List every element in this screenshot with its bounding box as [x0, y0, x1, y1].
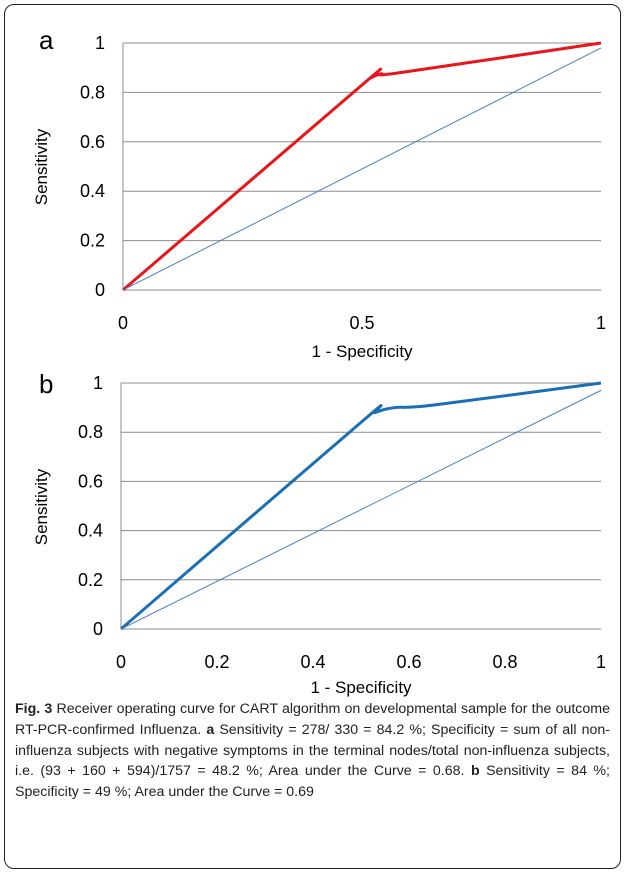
reference-line-a: [122, 47, 602, 291]
x-tick-label-a-0: 0: [118, 313, 128, 333]
y-tick-label-b-3: 0.6: [78, 471, 103, 491]
x-tick-label-b-1: 0.2: [204, 652, 229, 672]
y-tick-label-b-1: 0.2: [78, 570, 103, 590]
y-tick-label-b-0: 0: [93, 619, 103, 639]
caption-a-text: Sensitivity = 278/ 330 = 84.2 %; Specifi…: [15, 721, 610, 780]
figure-caption: Fig. 3 Receiver operating curve for CART…: [15, 699, 610, 803]
x-axis-title-b: 1 - Specificity: [310, 678, 412, 697]
x-tick-label-b-4: 0.8: [492, 652, 517, 672]
x-tick-label-b-2: 0.4: [300, 652, 325, 672]
caption-a-label: a: [206, 721, 215, 738]
x-tick-label-b-3: 0.6: [396, 652, 421, 672]
x-tick-label-a-2: 1: [596, 313, 606, 333]
roc-curve-b: [120, 381, 602, 631]
x-tick-label-b-5: 1: [596, 652, 606, 672]
figure: a 0 0.2 0.4 0.6 0.8 1 0 0.5 1 1 - Specificity Sens…: [4, 4, 621, 869]
roc-chart-b: 0 0.2 0.4 0.6 0.8 1 0 0.2 0.4 0.6 0.8 1 1 - Specific…: [32, 373, 606, 697]
y-tick-label-b-4: 0.8: [78, 422, 103, 442]
roc-chart-a: 0 0.2 0.4 0.6 0.8 1 0 0.5 1 1 - Specificity Sensit…: [32, 33, 606, 361]
y-tick-label-a-1: 0.2: [80, 231, 105, 251]
y-tick-label-a-4: 0.8: [80, 82, 105, 102]
y-tick-label-a-3: 0.6: [80, 132, 105, 152]
panel-b: b 0 0.2 0.4 0.6 0.8 1 0 0.2 0.4 0.6 0.8 1 1 - Specif…: [5, 367, 620, 697]
caption-lead: Receiver operating curve for CART algori…: [15, 701, 610, 738]
roc-curve-a: [122, 41, 602, 292]
caption-b-text: Sensitivity = 84 %; Specificity = 49 %; …: [15, 763, 610, 801]
panel-label-b: b: [39, 369, 54, 399]
panel-label-a: a: [39, 25, 54, 55]
reference-line-b: [120, 389, 602, 630]
x-tick-label-b-0: 0: [116, 652, 126, 672]
y-tick-label-a-5: 1: [95, 33, 105, 53]
y-axis-title-b: Sensitivity: [32, 468, 51, 545]
x-axis-title-a: 1 - Specificity: [311, 342, 413, 361]
caption-b-label: b: [470, 763, 480, 780]
y-tick-label-b-2: 0.4: [78, 521, 103, 541]
panel-a: a 0 0.2 0.4 0.6 0.8 1 0 0.5 1 1 - Specificity Sens…: [5, 5, 620, 365]
caption-fig-label: Fig. 3: [15, 701, 53, 717]
y-tick-label-a-0: 0: [95, 280, 105, 300]
y-tick-label-b-5: 1: [93, 373, 103, 393]
y-tick-label-a-2: 0.4: [80, 181, 105, 201]
y-axis-title-a: Sensitivity: [32, 128, 51, 205]
x-tick-label-a-1: 0.5: [349, 313, 374, 333]
